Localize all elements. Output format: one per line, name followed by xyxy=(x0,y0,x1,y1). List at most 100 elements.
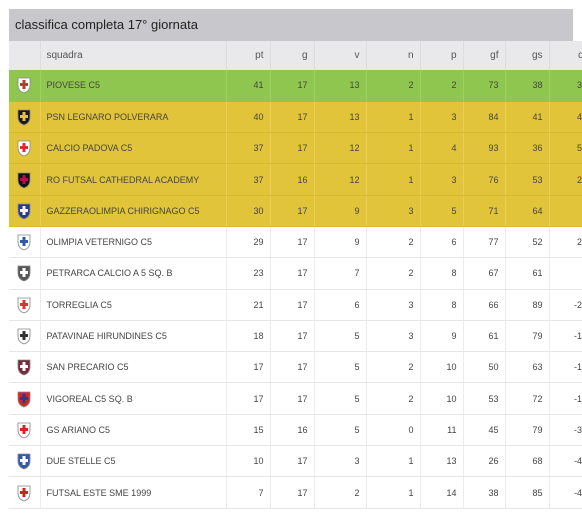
stat-v: 5 xyxy=(313,320,366,353)
stat-n: 1 xyxy=(365,132,420,165)
stat-p: 8 xyxy=(419,257,463,290)
header-gf[interactable]: gf xyxy=(462,41,505,70)
stat-v: 5 xyxy=(313,382,366,415)
patavinae-logo-icon xyxy=(17,328,31,345)
team-name[interactable]: RO FUTSAL CATHEDRAL ACADEMY xyxy=(39,163,226,196)
stat-v: 12 xyxy=(313,132,366,165)
padova-logo-icon xyxy=(17,140,31,157)
stat-n: 2 xyxy=(365,382,420,415)
stat-v: 2 xyxy=(313,476,366,509)
petrarca-logo-icon xyxy=(17,266,31,282)
stat-gf: 61 xyxy=(462,320,505,353)
stat-n: 1 xyxy=(365,476,420,509)
team-name[interactable]: SAN PRECARIO C5 xyxy=(39,351,226,384)
stat-n: 2 xyxy=(365,70,420,102)
header-logo xyxy=(9,41,40,70)
header-g[interactable]: g xyxy=(269,41,314,70)
stat-n: 1 xyxy=(365,445,420,478)
stat-v: 3 xyxy=(313,445,366,478)
header-n[interactable]: n xyxy=(365,41,420,70)
stat-gs: 64 xyxy=(504,195,549,227)
stat-gf: 26 xyxy=(462,445,505,478)
stat-n: 3 xyxy=(365,289,420,321)
team-name[interactable]: GS ARIANO C5 xyxy=(39,414,226,447)
stat-pt: 37 xyxy=(225,132,270,165)
stat-v: 9 xyxy=(313,226,366,259)
team-name[interactable]: FUTSAL ESTE SME 1999 xyxy=(39,476,226,509)
table-row[interactable]: GAZZERAOLIMPIA CHIRIGNAGO C5301793571647 xyxy=(9,195,582,227)
header-pt[interactable]: pt xyxy=(225,41,270,70)
team-name[interactable]: VIGOREAL C5 Sq. B xyxy=(39,382,226,415)
san-precario-logo-icon xyxy=(17,359,31,376)
team-name[interactable]: DUE STELLE C5 xyxy=(39,445,226,478)
stat-gf: 71 xyxy=(462,195,505,227)
standings-widget: classifica completa 17° giornata squadra… xyxy=(9,9,582,509)
stat-dr: -47 xyxy=(548,476,582,509)
stat-gs: 79 xyxy=(504,414,549,447)
team-name[interactable]: OLIMPIA VETERNIGO C5 xyxy=(39,226,226,259)
stat-p: 14 xyxy=(419,476,463,509)
team-name[interactable]: PATAVINAE HIRUNDINES C5 xyxy=(39,320,226,353)
team-logo-cell xyxy=(9,289,40,321)
team-logo-cell xyxy=(9,226,40,259)
stat-g: 17 xyxy=(269,289,314,321)
team-logo-cell xyxy=(9,351,40,384)
team-logo-cell xyxy=(9,132,40,165)
stat-g: 17 xyxy=(269,195,314,227)
stat-v: 13 xyxy=(313,70,366,102)
team-name[interactable]: PSN LEGNARO POLVERARA xyxy=(39,101,226,134)
stat-n: 3 xyxy=(365,320,420,353)
stat-n: 1 xyxy=(365,163,420,196)
table-row[interactable]: RO FUTSAL CATHEDRAL ACADEMY 37 16 12 1 3 76 53 2… xyxy=(9,163,582,196)
table-row[interactable]: OLIMPIA VETERNIGO C52917926775225 xyxy=(9,226,582,259)
header-p[interactable]: p xyxy=(419,41,463,70)
team-logo-cell xyxy=(9,163,40,196)
table-row[interactable]: PETRARCA CALCIO A 5 Sq. B231772867616 xyxy=(9,257,582,290)
stat-dr: -18 xyxy=(548,320,582,353)
stat-g: 16 xyxy=(269,163,314,196)
stat-gs: 85 xyxy=(504,476,549,509)
stat-pt: 7 xyxy=(225,476,270,509)
header-v[interactable]: v xyxy=(313,41,366,70)
standings-table: squadra pt g v n p gf gs dr PIOVESE C541… xyxy=(9,41,582,509)
torreglia-logo-icon xyxy=(17,297,31,314)
stat-dr: 25 xyxy=(548,226,582,259)
team-name[interactable]: CALCIO PADOVA C5 xyxy=(39,132,226,165)
stat-pt: 17 xyxy=(225,382,270,415)
standings-title: classifica completa 17° giornata xyxy=(9,9,573,41)
stat-p: 8 xyxy=(419,289,463,321)
team-name[interactable]: TORREGLIA C5 xyxy=(39,289,226,321)
header-dr[interactable]: dr xyxy=(548,41,582,70)
stat-gs: 89 xyxy=(504,289,549,321)
stat-pt: 41 xyxy=(225,70,270,102)
stat-gf: 76 xyxy=(462,163,505,196)
ariano-logo-icon xyxy=(17,422,31,439)
stat-g: 17 xyxy=(269,226,314,259)
header-squadra[interactable]: squadra xyxy=(39,41,226,70)
stat-v: 6 xyxy=(313,289,366,321)
team-logo-cell xyxy=(9,320,40,353)
legnaro-logo-icon xyxy=(17,109,31,126)
piovese-logo-icon xyxy=(17,77,31,94)
stat-gf: 66 xyxy=(462,289,505,321)
stat-dr: -19 xyxy=(548,382,582,415)
stat-pt: 23 xyxy=(225,257,270,290)
table-row[interactable]: CALCIO PADOVA C537171214933657 xyxy=(9,132,582,165)
header-gs[interactable]: gs xyxy=(504,41,549,70)
stat-dr: 6 xyxy=(548,257,582,290)
table-row[interactable]: PSN LEGNARO POLVERARA40171313844143 xyxy=(9,101,582,134)
team-name[interactable]: PETRARCA CALCIO A 5 Sq. B xyxy=(39,257,226,290)
team-name[interactable]: GAZZERAOLIMPIA CHIRIGNAGO C5 xyxy=(39,195,226,227)
stat-g: 17 xyxy=(269,320,314,353)
table-row[interactable]: PIOVESE C541171322733835 xyxy=(9,70,582,102)
team-logo-cell xyxy=(9,445,40,478)
stat-g: 17 xyxy=(269,70,314,102)
team-name[interactable]: PIOVESE C5 xyxy=(39,70,226,102)
